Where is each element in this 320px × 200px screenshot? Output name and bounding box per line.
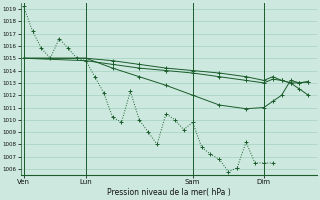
X-axis label: Pression niveau de la mer( hPa ): Pression niveau de la mer( hPa ) bbox=[107, 188, 231, 197]
